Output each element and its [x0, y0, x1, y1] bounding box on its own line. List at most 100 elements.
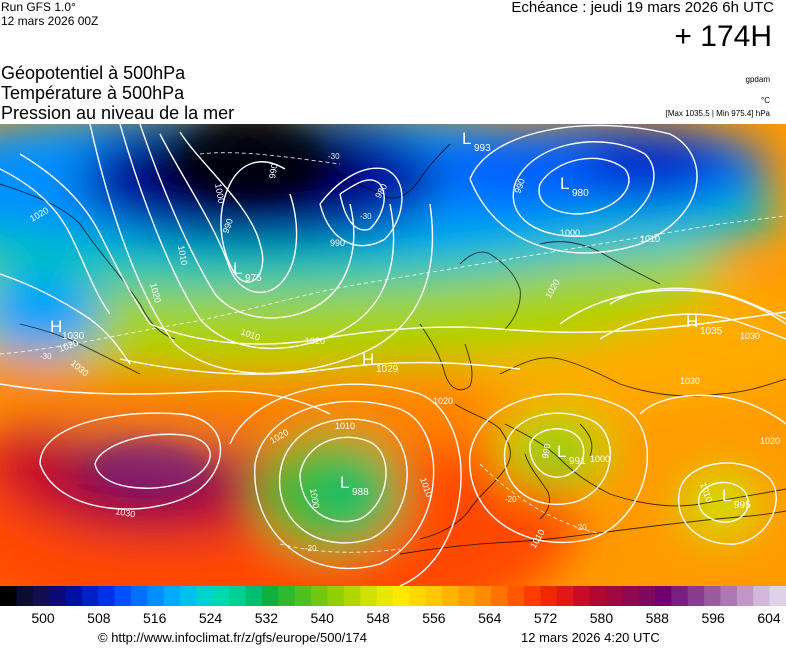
colorbar-tick-label: 532 [254, 610, 279, 626]
colorbar-cell [32, 586, 50, 606]
unit-geopotential: gpdam [745, 75, 770, 84]
variable-geopotential: Géopotentiel à 500hPa [1, 63, 186, 83]
colorbar-tick-label: 564 [478, 610, 502, 626]
colorbar-cell [294, 586, 312, 606]
colorbar-tick-label: 556 [422, 610, 446, 626]
center-value: 993 [474, 143, 491, 154]
colorbar-cell [327, 586, 345, 606]
colorbar-cell [262, 586, 279, 606]
variable-pressure: Pression au niveau de la mer [1, 103, 235, 123]
center-value: 1029 [376, 364, 399, 375]
colorbar-tick-label: 580 [589, 610, 614, 626]
colorbar-cell [311, 586, 329, 606]
isobar-label: 990 [330, 238, 345, 248]
colorbar-cell [0, 586, 17, 606]
colorbar-cell [720, 586, 738, 606]
unit-temperature: °C [761, 96, 770, 105]
center-type: H [362, 350, 374, 369]
pressure-range: [Max 1035.5 | Min 975.4] hPa [665, 109, 770, 118]
colorbar-cell [65, 586, 83, 606]
colorbar-cell [556, 586, 574, 606]
colorbar-cell [425, 586, 443, 606]
center-value: 1030 [62, 331, 85, 342]
colorbar-cell [458, 586, 476, 606]
isotherm-label: -20 [505, 495, 517, 504]
center-value: 975 [245, 273, 262, 284]
isotherm-label: -20 [575, 523, 587, 532]
isobar-label: 990 [267, 163, 279, 180]
colorbar-cell [343, 586, 361, 606]
center-value: 995 [734, 500, 751, 511]
weather-map: L 993 L 980 L 975 H 1035 H 1029 H 1030 L… [0, 124, 786, 586]
colorbar-cell [687, 586, 705, 606]
temperature-isotherms [0, 152, 786, 553]
colorbar-cell [409, 586, 427, 606]
colorbar-cell [736, 586, 754, 606]
isobar-label: 990 [540, 443, 552, 460]
colorbar-cell [524, 586, 541, 606]
colorbar-tick-label: 508 [87, 610, 111, 626]
colorbar-cell [474, 586, 492, 606]
isobar-label: 1020 [760, 436, 780, 446]
colorbar-tick-label: 604 [757, 610, 781, 626]
isobar-label: 990 [512, 177, 527, 195]
colorbar-cell [393, 586, 410, 606]
forecast-valid-time: Echéance : jeudi 19 mars 2026 6h UTC [511, 0, 774, 16]
colorbar-cell [180, 586, 198, 606]
colorbar [0, 586, 786, 606]
colorbar-cell [49, 586, 67, 606]
colorbar-tick-label: 596 [701, 610, 725, 626]
colorbar-cell [163, 586, 181, 606]
isobar-label: 1030 [680, 376, 700, 386]
colorbar-cell [98, 586, 116, 606]
isobar-label: 1000 [213, 183, 226, 204]
colorbar-cell [589, 586, 607, 606]
isobar-label: 1010 [176, 245, 189, 266]
colorbar-cell [769, 586, 786, 606]
colorbar-cell [245, 586, 263, 606]
colorbar-cell [376, 586, 394, 606]
colorbar-cell [278, 586, 296, 606]
isobar-label: 1030 [740, 331, 760, 341]
colorbar-cell [114, 586, 132, 606]
colorbar-tick-label: 572 [533, 610, 558, 626]
isobar-label: 990 [220, 217, 235, 235]
colorbar-cell [131, 586, 148, 606]
center-type: H [686, 312, 698, 331]
isobar-label: 1010 [335, 421, 355, 431]
colorbar-cell [671, 586, 689, 606]
center-value: 988 [352, 487, 369, 498]
run-label: Run GFS 1.0° [1, 0, 76, 14]
isotherm-label: -30 [328, 152, 340, 161]
center-type: H [50, 317, 62, 336]
isobar-labels: 1020 1020 1010 1000 990 990 990 980 990 … [28, 163, 780, 550]
colorbar-cell [753, 586, 771, 606]
colorbar-cell [147, 586, 165, 606]
colorbar-tick-label: 588 [645, 610, 669, 626]
isobar-label: 1000 [308, 488, 321, 509]
colorbar-tick-label: 548 [366, 610, 390, 626]
isobar-label: 1020 [305, 336, 325, 346]
center-type: L [722, 486, 731, 505]
temperature-labels: -30 -30 -30 -20 -20 -20 [40, 152, 587, 553]
colorbar-cell [655, 586, 672, 606]
colorbar-cell [540, 586, 558, 606]
forecast-hour: + 174H [674, 20, 772, 53]
isotherm-label: -30 [360, 212, 372, 221]
center-type: L [462, 129, 471, 148]
isobar-label: 1000 [590, 454, 610, 464]
colorbar-cell [605, 586, 623, 606]
isobar-label: 1010 [640, 234, 660, 244]
colorbar-tick-label: 500 [31, 610, 55, 626]
colorbar-cell [360, 586, 378, 606]
colorbar-cell [442, 586, 460, 606]
center-type: L [340, 473, 349, 492]
center-value: 991 [569, 456, 586, 467]
geopotential-field [0, 124, 786, 586]
center-type: L [557, 442, 566, 461]
copyright-url[interactable]: © http://www.infoclimat.fr/z/gfs/europe/… [98, 630, 367, 645]
colorbar-cell [491, 586, 509, 606]
variable-temperature: Température à 500hPa [1, 83, 185, 103]
colorbar-tick-label: 516 [143, 610, 167, 626]
colorbar-cell [81, 586, 99, 606]
